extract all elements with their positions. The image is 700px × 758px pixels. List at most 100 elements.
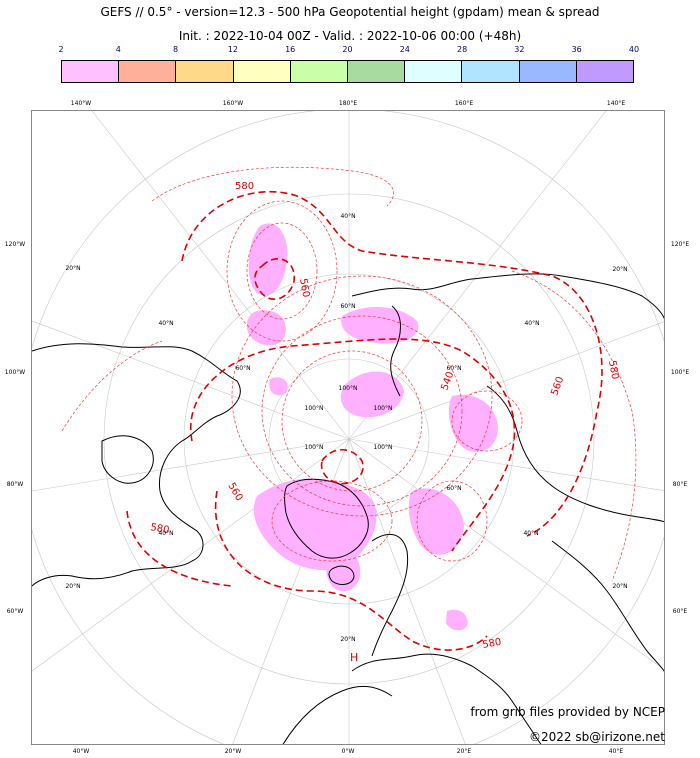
colorbar-tick-label: 28	[457, 45, 468, 54]
latitude-label: 20°N	[340, 636, 356, 643]
contour-560	[189, 338, 516, 552]
contour-580-south	[214, 490, 488, 651]
latitude-label: 40°N	[524, 320, 540, 327]
coastline-hudson-bay	[101, 435, 154, 484]
spread-area-pole	[340, 371, 404, 418]
colorbar-tick-labels: 2 4 8 12 16 20 24 28 32 36 40	[0, 45, 700, 57]
contour-minor-11	[511, 270, 637, 582]
coastline-north-asia	[351, 273, 664, 320]
coastline-kamchatka	[390, 305, 401, 397]
colorbar-segment	[119, 61, 177, 82]
longitude-label-top: 160°W	[222, 100, 244, 107]
colorbar-segment	[233, 61, 291, 82]
meridian-120w	[32, 320, 350, 440]
longitude-label-top: 140°E	[606, 100, 626, 107]
latitude-label: 100°N	[338, 385, 358, 392]
latitude-label: 20°N	[65, 583, 81, 590]
contour-minor-3	[231, 275, 493, 517]
longitude-label-bottom: 40°W	[72, 748, 90, 755]
spread-area-siberia	[448, 394, 498, 452]
chart-title: GEFS // 0.5° - version=12.3 - 500 hPa Ge…	[100, 5, 600, 19]
contour-label: 580	[482, 637, 503, 651]
longitude-label-right: 60°E	[672, 608, 688, 615]
spread-area-russia	[408, 488, 464, 555]
colorbar-tick-label: 2	[58, 45, 64, 54]
latitude-label: 20°N	[65, 265, 81, 272]
meridian-40w	[32, 438, 350, 672]
contour-label: 580	[606, 360, 620, 381]
longitude-label-left: 60°W	[6, 608, 24, 615]
graticule	[32, 111, 664, 744]
coastline-scandinavia	[371, 533, 409, 657]
longitude-label-top: 160°E	[454, 100, 474, 107]
longitude-label-top: 140°W	[70, 100, 92, 107]
contour-minor-2	[246, 222, 318, 320]
coastline-north-america	[32, 343, 241, 587]
longitude-label-right: 120°E	[670, 241, 690, 248]
pressure-marker: H	[350, 651, 358, 664]
latitude-label: 60°N	[446, 485, 462, 492]
contour-label: 560	[225, 481, 244, 503]
spread-area-canada	[269, 377, 288, 396]
contour-minor-9	[151, 166, 394, 207]
colorbar-segment	[405, 61, 463, 82]
contour-580-north	[181, 191, 603, 537]
contour-minor-8	[416, 480, 488, 562]
meridian-80w	[32, 438, 350, 492]
colorbar-segment	[519, 61, 577, 82]
copyright-credit: ©2022 sb@irizone.net	[529, 730, 665, 744]
meridian-120e	[348, 321, 664, 440]
colorbar-segment	[62, 61, 120, 82]
meridian-140w	[91, 111, 350, 440]
colorbar-tick-label: 24	[399, 45, 410, 54]
colorbar-segment	[462, 61, 520, 82]
data-source-credit: from grib files provided by NCEP	[470, 705, 665, 719]
contour-label: 580	[149, 522, 170, 536]
colorbar-tick-label: 36	[571, 45, 582, 54]
colorbar-segment	[290, 61, 349, 82]
contour-label: 560	[297, 278, 311, 299]
coastline-iceland	[328, 565, 355, 585]
contour-minor-1	[226, 200, 338, 342]
longitude-label-left: 100°W	[4, 369, 26, 376]
spread-shading	[246, 223, 498, 631]
contour-minor-10	[61, 340, 163, 432]
contour-minor-7	[451, 390, 523, 452]
contour-540-pole	[320, 448, 364, 485]
contour-minor-5	[281, 350, 423, 492]
latitude-label: 100°N	[373, 405, 393, 412]
spread-area-med	[446, 609, 468, 631]
polar-map: 580 560 540 560 560 580 580 580 H	[32, 111, 664, 744]
latitude-label: 60°N	[446, 365, 462, 372]
latitude-label: 100°N	[304, 444, 324, 451]
meridian-20e	[348, 438, 466, 744]
coastline-europe	[351, 653, 542, 744]
lat-circle-20	[32, 111, 664, 744]
longitude-label-bottom: 20°W	[224, 748, 242, 755]
longitude-label-right: 80°E	[672, 481, 688, 488]
latitude-label: 40°N	[158, 530, 174, 537]
colorbar-tick-label: 16	[285, 45, 296, 54]
latitude-label: 20°N	[612, 583, 628, 590]
longitude-label-right: 100°E	[670, 369, 690, 376]
latitude-label: 40°N	[158, 320, 174, 327]
colorbar-segment	[576, 61, 634, 82]
contour-560-west	[126, 510, 233, 587]
coastline-africa-north	[282, 685, 393, 744]
longitude-label-bottom: 40°E	[608, 748, 624, 755]
contour-minor-4	[261, 315, 463, 507]
colorbar-tick-label: 8	[173, 45, 179, 54]
longitude-label-bottom: 0°W	[341, 748, 355, 755]
coastline-siberia-coast	[486, 385, 664, 523]
spread-area-pacific	[248, 223, 288, 296]
latitude-label: 40°N	[340, 213, 356, 220]
colorbar-tick-label: 4	[115, 45, 121, 54]
coastline-east-asia	[551, 540, 664, 672]
colorbar-tick-label: 12	[227, 45, 238, 54]
height-contours-major	[126, 191, 603, 651]
contour-label: 560	[549, 375, 566, 397]
colorbar-segment	[348, 61, 406, 82]
contour-label: 540	[439, 370, 456, 392]
colorbar	[61, 60, 634, 83]
latitude-label: 100°N	[373, 444, 393, 451]
